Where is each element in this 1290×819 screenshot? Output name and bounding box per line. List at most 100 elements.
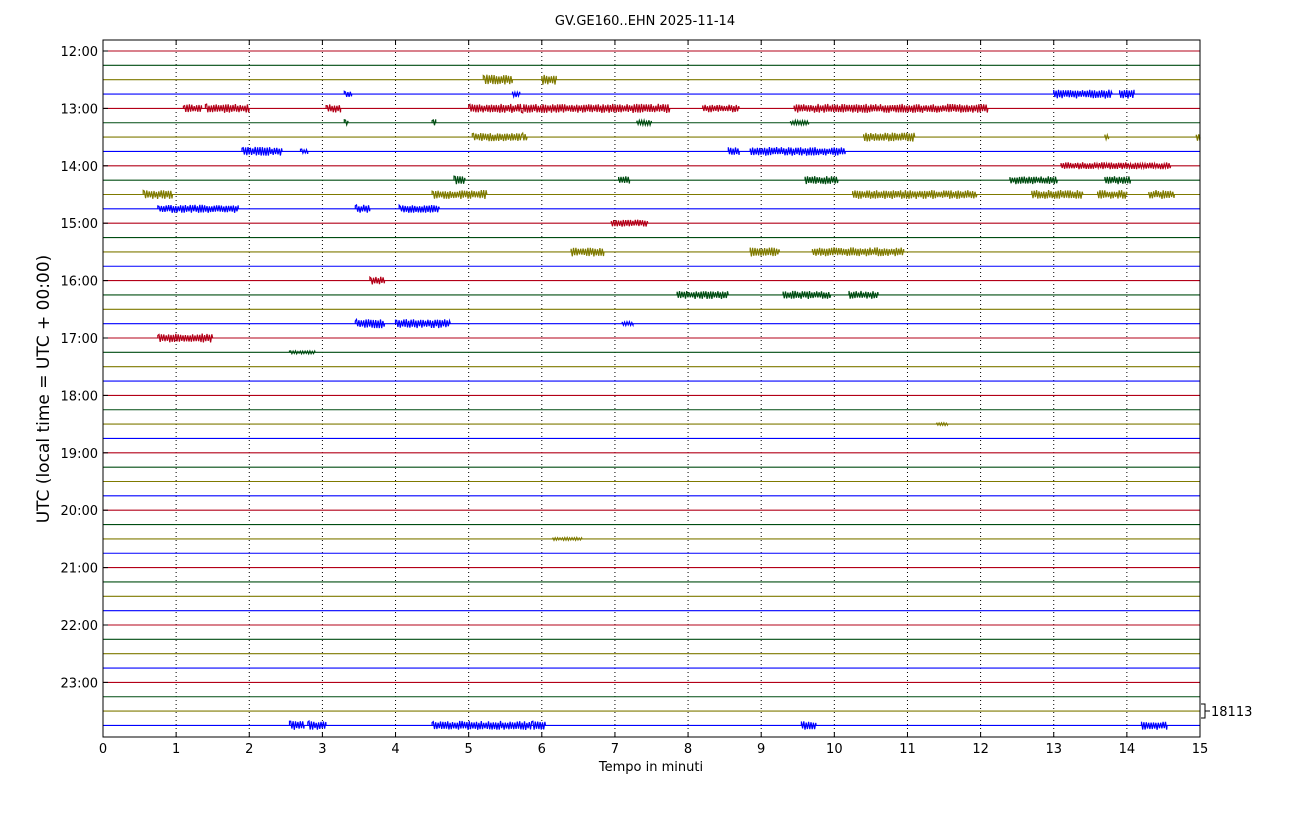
x-tick-label: 7 <box>611 742 619 757</box>
trace-burst <box>157 333 214 343</box>
x-tick-label: 2 <box>245 742 253 757</box>
trace-burst <box>182 104 203 113</box>
trace-burst <box>702 104 740 113</box>
trace-burst <box>241 146 283 156</box>
trace-14:15 <box>103 175 1200 185</box>
plot-frame <box>102 39 1201 738</box>
trace-burst <box>852 190 978 199</box>
trace-burst <box>307 719 327 730</box>
trace-burst <box>1195 134 1201 141</box>
trace-burst <box>288 349 316 356</box>
trace-burst <box>288 720 305 730</box>
trace-16:00 <box>103 275 1200 285</box>
trace-burst <box>325 104 342 113</box>
y-tick-label: 13:00 <box>61 102 98 117</box>
trace-burst <box>394 318 451 329</box>
trace-burst <box>1104 176 1132 185</box>
trace-burst <box>453 175 466 185</box>
trace-burst <box>482 74 514 85</box>
y-tick-label: 14:00 <box>61 160 98 175</box>
trace-23:45 <box>103 719 1200 731</box>
trace-burst <box>863 132 916 142</box>
scale-label: 18113 <box>1211 705 1252 720</box>
trace-burst <box>343 90 353 98</box>
chart-title: GV.GE160..EHN 2025-11-14 <box>555 14 735 29</box>
trace-burst <box>354 317 386 329</box>
trace-burst <box>354 203 371 213</box>
x-tick-label: 14 <box>1119 742 1136 757</box>
trace-16:45 <box>103 317 1200 329</box>
trace-13:00 <box>103 103 1200 114</box>
y-tick-label: 15:00 <box>61 217 98 232</box>
trace-burst <box>343 119 349 128</box>
x-tick-label: 9 <box>757 742 765 757</box>
trace-burst <box>552 536 583 542</box>
trace-15:00 <box>103 219 1200 227</box>
trace-burst <box>1119 89 1135 99</box>
trace-13:45 <box>103 146 1200 156</box>
trace-burst <box>157 204 239 213</box>
trace-14:00 <box>103 161 1200 171</box>
x-axis-label: Tempo in minuti <box>598 760 703 775</box>
trace-burst <box>1104 132 1110 142</box>
trace-20:30 <box>103 536 1200 542</box>
trace-13:30 <box>103 131 1201 142</box>
y-axis-ticks: 12:00 13:00 14:00 15:00 16:00 17:00 18:00 19:00… <box>61 45 108 691</box>
trace-burst <box>471 131 528 142</box>
trace-16:15 <box>103 290 1200 300</box>
trace-burst <box>1140 721 1168 730</box>
x-tick-label: 6 <box>538 742 546 757</box>
trace-burst <box>793 103 989 113</box>
trace-18:30 <box>103 421 1200 427</box>
trace-burst <box>398 203 440 213</box>
y-tick-label: 16:00 <box>61 275 98 290</box>
x-tick-label: 3 <box>318 742 326 757</box>
vertical-grid <box>175 40 1128 737</box>
trace-15:30 <box>103 247 1200 257</box>
y-tick-label: 22:00 <box>61 619 98 634</box>
trace-17:15 <box>103 349 1200 356</box>
trace-burst <box>204 103 250 113</box>
trace-burst <box>636 118 653 128</box>
trace-burst <box>1097 190 1128 199</box>
trace-burst <box>1060 161 1172 171</box>
trace-burst <box>789 118 810 127</box>
x-tick-label: 5 <box>465 742 473 757</box>
trace-burst <box>676 290 729 300</box>
trace-burst <box>369 275 386 285</box>
trace-burst <box>936 421 949 427</box>
x-axis-ticks: 0 1 2 3 4 5 6 7 8 9 10 11 12 13 14 15 <box>99 40 1208 757</box>
x-tick-label: 11 <box>899 742 916 757</box>
x-tick-label: 15 <box>1192 742 1209 757</box>
y-axis-label: UTC (local time = UTC + 00:00) <box>34 255 54 524</box>
trace-burst <box>618 176 631 184</box>
trace-burst <box>610 219 649 227</box>
trace-burst <box>749 247 781 257</box>
trace-burst <box>727 147 740 156</box>
trace-burst <box>431 720 547 731</box>
trace-burst <box>299 147 309 155</box>
y-tick-label: 18:00 <box>61 389 98 404</box>
trace-14:30 <box>103 189 1200 200</box>
trace-12:30 <box>103 74 1200 85</box>
amplitude-scale-marker: 18113 <box>1201 703 1252 720</box>
y-tick-label: 12:00 <box>61 45 98 60</box>
trace-burst <box>570 247 605 257</box>
trace-burst <box>142 189 174 200</box>
y-tick-label: 21:00 <box>61 562 98 577</box>
trace-13:15 <box>103 118 1200 128</box>
trace-burst <box>621 319 634 328</box>
x-tick-label: 10 <box>826 742 843 757</box>
trace-burst <box>848 290 879 299</box>
trace-burst <box>804 176 839 185</box>
trace-burst <box>431 118 437 126</box>
seismic-traces <box>103 50 1201 731</box>
y-tick-label: 23:00 <box>61 676 98 691</box>
x-tick-label: 1 <box>172 742 180 757</box>
trace-17:00 <box>103 333 1200 343</box>
trace-burst <box>1053 89 1113 99</box>
trace-burst <box>1009 176 1058 185</box>
trace-burst <box>811 247 905 257</box>
trace-burst <box>782 290 832 299</box>
